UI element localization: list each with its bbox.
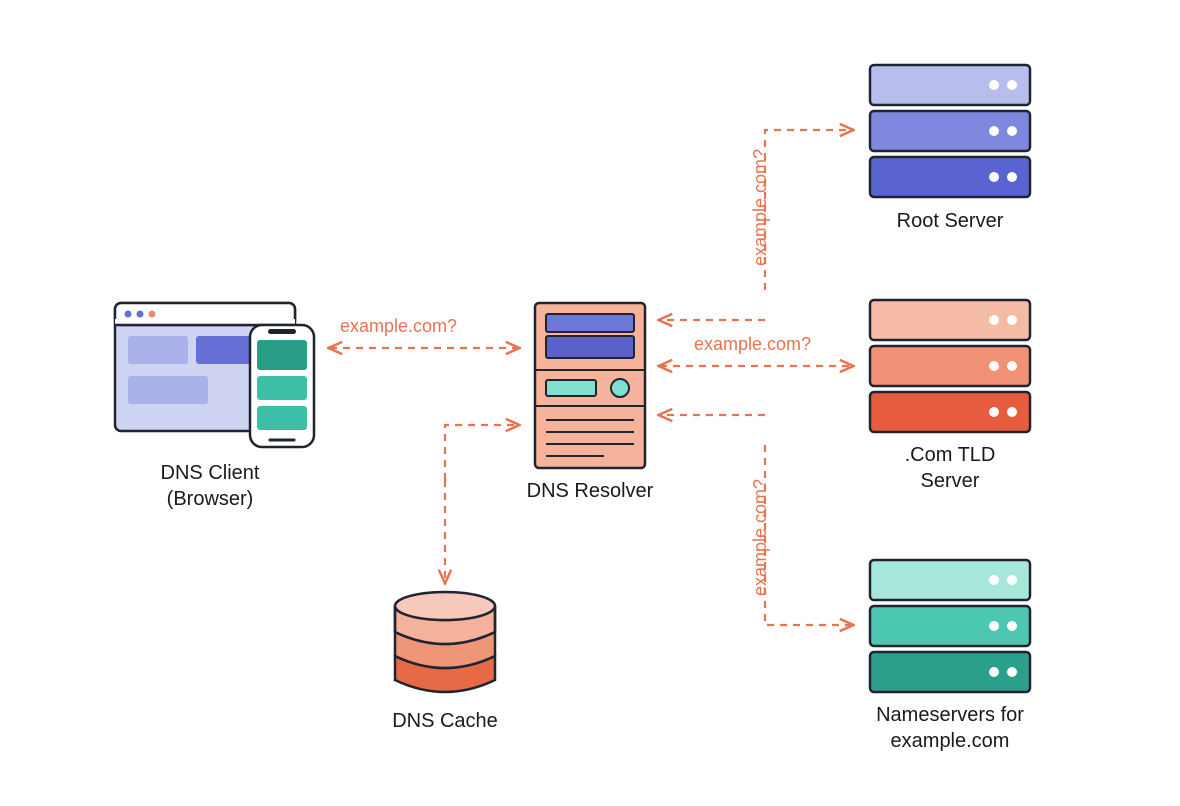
dns-cache-icon	[395, 592, 495, 692]
root-server-icon	[870, 65, 1030, 197]
dns-diagram: DNS Client (Browser) DNS Resolver DNS Ca…	[0, 0, 1180, 806]
edge-cache-resolver	[445, 425, 518, 480]
diagram-svg	[0, 0, 1180, 806]
auth-label-line1: Nameservers for	[876, 704, 1024, 726]
edge-resolver-auth	[765, 445, 852, 625]
resolver-label: DNS Resolver	[520, 478, 660, 504]
tld-label-line1: .Com TLD	[905, 444, 996, 466]
edge-resolver-root	[765, 130, 852, 290]
client-label: DNS Client (Browser)	[115, 460, 305, 512]
tld-server-icon	[870, 300, 1030, 432]
tld-label-line2: Server	[921, 470, 980, 492]
auth-label-line2: example.com	[891, 730, 1010, 752]
query-resolver-tld: example.com?	[694, 334, 811, 355]
dns-client-icon	[115, 303, 314, 447]
auth-label: Nameservers for example.com	[855, 702, 1045, 754]
cache-label: DNS Cache	[380, 708, 510, 734]
query-resolver-root: example.com?	[750, 149, 771, 266]
tld-label: .Com TLD Server	[870, 442, 1030, 494]
query-resolver-auth: example.com?	[750, 479, 771, 596]
auth-server-icon	[870, 560, 1030, 692]
client-label-line2: (Browser)	[167, 488, 254, 510]
client-label-line1: DNS Client	[161, 462, 260, 484]
query-client-resolver: example.com?	[340, 316, 457, 337]
root-label: Root Server	[870, 208, 1030, 234]
dns-resolver-icon	[535, 303, 645, 468]
